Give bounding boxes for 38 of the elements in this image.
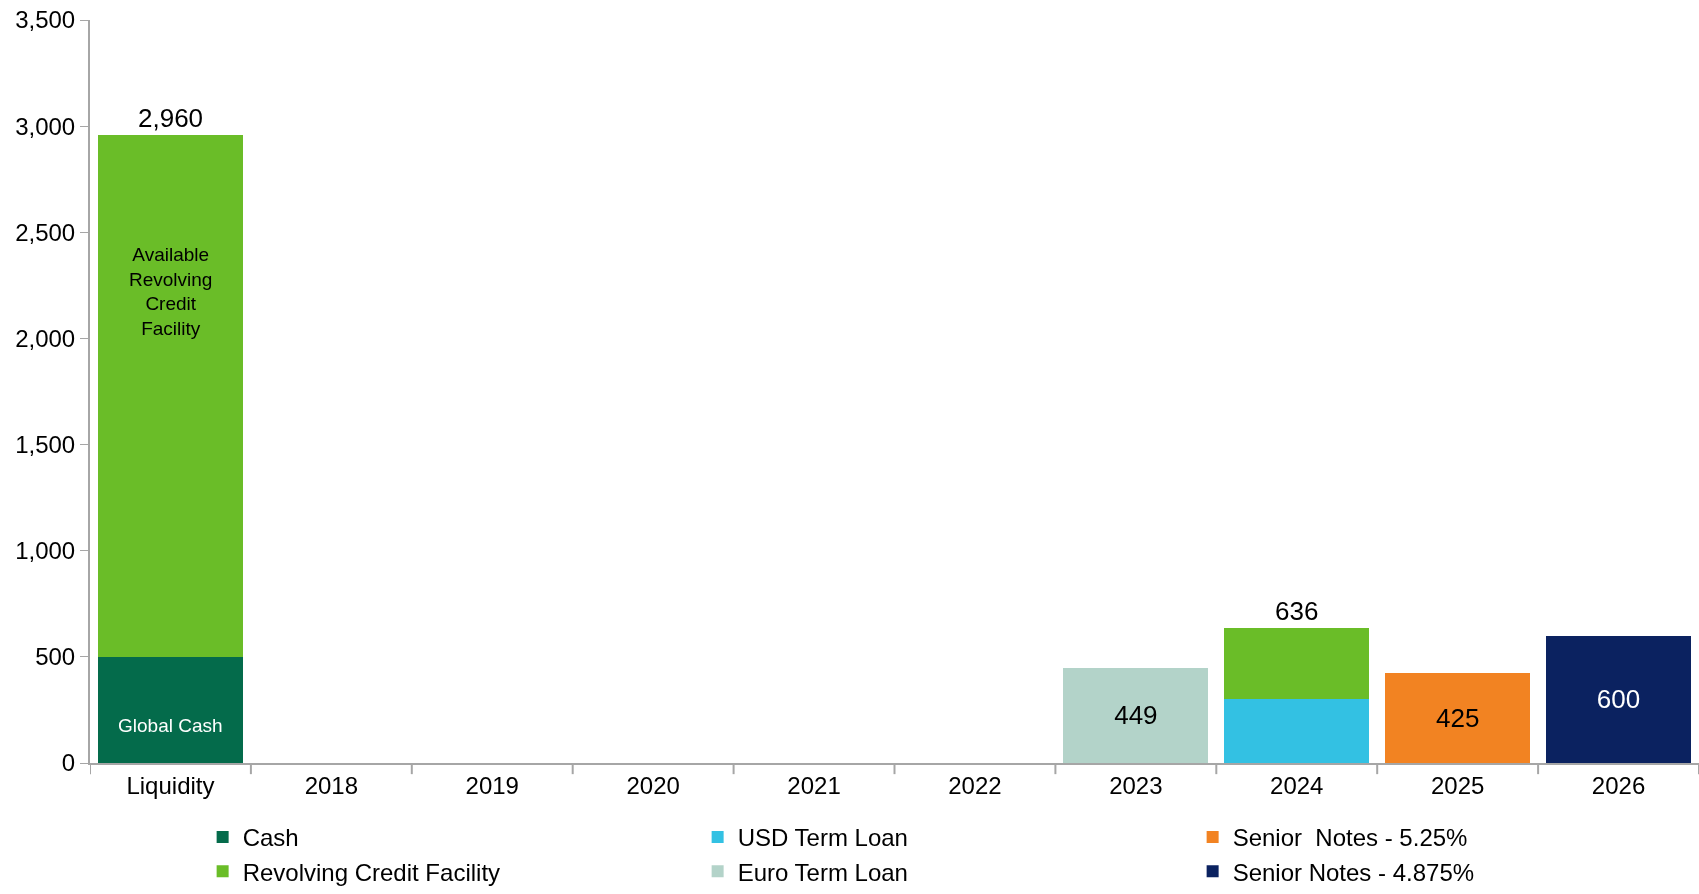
y-tick-label: 500 (35, 643, 76, 671)
data-label: 600 (1596, 684, 1641, 715)
x-tick-label: 2018 (304, 771, 359, 799)
bar (1224, 699, 1370, 763)
bar (98, 656, 243, 763)
bar (1224, 627, 1370, 700)
legend-label: Revolving Credit Facility (242, 858, 501, 886)
legend-label: Euro Term Loan (737, 858, 908, 886)
y-tick-label: 3,500 (15, 6, 76, 34)
x-tick-label: 2026 (1591, 771, 1646, 799)
bar (98, 134, 243, 657)
y-tick-label: 0 (61, 749, 76, 777)
y-tick-label: 3,000 (15, 112, 76, 140)
y-tick-label: 1,000 (15, 537, 76, 565)
y-tick-label: 2,500 (15, 218, 76, 246)
y-tick-label: 2,000 (15, 324, 76, 352)
y-tick-label: 1,500 (15, 430, 76, 458)
legend-label: USD Term Loan (737, 824, 908, 852)
x-tick-label: 2022 (948, 771, 1002, 799)
bar (1063, 667, 1209, 763)
bar (1546, 635, 1691, 763)
x-tick-label: 2024 (1270, 771, 1324, 799)
annotation: Available Revolving Credit Facility (129, 244, 213, 340)
x-tick-label: 2020 (626, 771, 680, 799)
x-tick-label: 2019 (465, 771, 519, 799)
x-tick-label: 2021 (787, 771, 841, 799)
bar (1385, 672, 1531, 763)
x-tick-label: 2023 (1109, 771, 1163, 799)
data-label: 425 (1435, 702, 1480, 733)
data-label: 449 (1114, 700, 1158, 731)
legend-label: Cash (242, 824, 299, 852)
legend-label: Senior Notes - 4.875% (1232, 858, 1475, 886)
x-tick-label: Liquidity (126, 771, 215, 799)
annotation: Global Cash (118, 715, 223, 736)
total-label: 636 (1275, 596, 1319, 626)
x-tick-label: 2025 (1430, 771, 1485, 799)
total-label: 2,960 (138, 103, 204, 133)
legend-label: Senior Notes - 5.25% (1232, 824, 1468, 852)
